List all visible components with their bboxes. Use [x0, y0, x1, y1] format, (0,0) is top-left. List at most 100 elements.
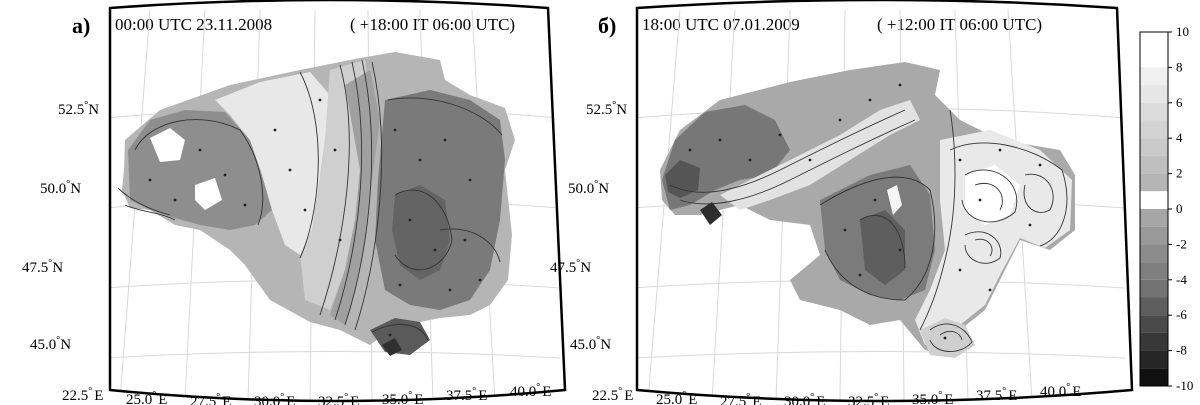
svg-text:25.0°E: 25.0° E — [126, 390, 167, 405]
lat-label-47-5: 47.5 — [22, 260, 48, 276]
svg-text:37.5°E: 37.5° E — [446, 386, 487, 404]
svg-text:45.0°N: 45.0°N — [30, 335, 71, 353]
lat-label-b-52-5: 52.5 — [586, 102, 612, 118]
colorbar-swatch — [1140, 368, 1168, 386]
colorbar-swatch — [1140, 102, 1168, 121]
colorbar-tick-label: 10 — [1176, 24, 1189, 39]
colorbar-tick-label: -4 — [1176, 272, 1187, 287]
lat-label-52-5: 52.5 — [58, 102, 84, 118]
panel-a: а) 00:00 UTC 23.11.2008 ( +18:00 IT 06:0… — [22, 0, 567, 405]
colorbar-swatch — [1140, 262, 1168, 280]
panel-b-field — [660, 62, 1075, 358]
lon-label-b-32-5: 32.5 — [848, 394, 874, 405]
svg-text:52.5°N: 52.5°N — [586, 100, 627, 118]
colorbar-tick-label: 2 — [1176, 166, 1183, 181]
panel-b-forecast-label: ( +12:00 IT 06:00 UTC) — [877, 15, 1042, 34]
lon-label-b-37-5: 37.5 — [976, 388, 1002, 404]
panel-b-west-tip — [700, 202, 722, 225]
svg-text:32.5°E: 32.5° E — [318, 392, 359, 405]
svg-text:40.0°E: 40.0° E — [1040, 382, 1081, 400]
colorbar-swatch — [1140, 350, 1168, 369]
panel-a-central-light — [215, 72, 330, 255]
colorbar-swatch — [1140, 85, 1168, 103]
colorbar-swatch — [1140, 67, 1168, 86]
colorbar-swatch — [1140, 332, 1168, 351]
lon-label-b-30-0: 30.0 — [784, 394, 810, 405]
colorbar-tick-label: 6 — [1176, 95, 1183, 110]
colorbar-tick-label: 0 — [1176, 201, 1183, 216]
panel-a-stations — [148, 98, 482, 337]
colorbar-swatch — [1140, 155, 1168, 174]
colorbar-swatches — [1140, 32, 1168, 386]
panel-b-central-white — [887, 185, 902, 215]
lat-label-b-45-0: 45.0 — [570, 337, 596, 353]
panel-b-lat-labels: 52.5°N 50.0°N 47.5°N 45.0°N — [550, 100, 627, 353]
colorbar-swatch — [1140, 226, 1168, 245]
panel-b-west-darker — [665, 160, 700, 198]
panel-a-east-darker — [392, 185, 450, 280]
colorbar-swatch — [1140, 279, 1168, 298]
colorbar-ticks: 10 8 6 4 2 0 -2 -4 -6 -8 -10 — [1168, 24, 1193, 393]
colorbar-tick-label: -8 — [1176, 343, 1187, 358]
svg-text:22.5°E: 22.5° E — [62, 386, 103, 404]
colorbar-tick-label: 4 — [1176, 130, 1183, 145]
colorbar-tick-label: -6 — [1176, 307, 1187, 322]
lon-label-40-0: 40.0 — [510, 384, 536, 400]
svg-text:22.5°E: 22.5° E — [592, 386, 633, 404]
colorbar-swatch — [1140, 120, 1168, 139]
colorbar-swatch — [1140, 32, 1168, 68]
colorbar-tick-label: -2 — [1176, 236, 1187, 251]
lat-label-45-0: 45.0 — [30, 337, 56, 353]
svg-text:25.0°E: 25.0° E — [656, 390, 697, 405]
panel-a-time-label: 00:00 UTC 23.11.2008 — [115, 15, 272, 34]
panel-a-lon-labels: 22.5° E 25.0° E 27.5° E 30.0° E 32.5° E 35.0°… — [62, 382, 551, 405]
panel-b-map-area — [637, 9, 1126, 401]
svg-text:50.0°N: 50.0°N — [40, 179, 81, 197]
panel-b-stations — [688, 83, 1042, 340]
colorbar-swatch — [1140, 138, 1168, 156]
panel-a-crimea-tip — [382, 338, 402, 356]
panel-a-map-area — [110, 9, 561, 401]
lat-label-b-47-5: 47.5 — [550, 260, 576, 276]
panel-a-west-hole — [150, 128, 185, 162]
panel-a-forecast-label: ( +18:00 IT 06:00 UTC) — [350, 15, 515, 34]
colorbar-swatch — [1140, 315, 1168, 333]
lon-label-b-25-0: 25.0 — [656, 392, 682, 405]
svg-text:32.5°E: 32.5° E — [848, 392, 889, 405]
panel-b-map-frame — [635, 0, 1134, 403]
lon-label-b-27-5: 27.5 — [720, 394, 746, 405]
panel-a-contours — [117, 59, 503, 341]
panel-b-time-label: 18:00 UTC 07.01.2009 — [642, 15, 800, 34]
lon-label-32-5: 32.5 — [318, 394, 344, 405]
lon-label-27-5: 27.5 — [190, 394, 216, 405]
panel-b-north-band — [720, 100, 920, 210]
svg-text:35.0°E: 35.0° E — [912, 390, 953, 405]
panel-b: б) 18:00 UTC 07.01.2009 ( +12:00 IT 06:0… — [550, 0, 1134, 405]
svg-text:27.5°E: 27.5° E — [190, 392, 231, 405]
svg-text:27.5°E: 27.5° E — [720, 392, 761, 405]
lon-label-37-5: 37.5 — [446, 388, 472, 404]
panel-b-east-white — [965, 165, 1020, 225]
lon-label-b-35-0: 35.0 — [912, 392, 938, 405]
lon-label-30-0: 30.0 — [254, 394, 280, 405]
lon-label-35-0: 35.0 — [382, 392, 408, 405]
svg-text:40.0°E: 40.0° E — [510, 382, 551, 400]
lon-label-b-22-5: 22.5 — [592, 388, 618, 404]
colorbar-swatch — [1140, 173, 1168, 192]
colorbar-swatch — [1140, 191, 1168, 209]
svg-text:50.0°N: 50.0°N — [568, 179, 609, 197]
svg-text:47.5°N: 47.5°N — [550, 258, 591, 276]
svg-text:35.0°E: 35.0° E — [382, 390, 423, 405]
svg-text:47.5°N: 47.5°N — [22, 258, 63, 276]
panel-b-central-darker — [860, 210, 905, 285]
panel-a-field — [122, 52, 515, 356]
svg-text:52.5°N: 52.5°N — [58, 100, 99, 118]
panel-b-letter: б) — [598, 13, 616, 38]
colorbar: 10 8 6 4 2 0 -2 -4 -6 -8 -10 — [1139, 24, 1193, 393]
svg-text:37.5°E: 37.5° E — [976, 386, 1017, 404]
svg-text:45.0°N: 45.0°N — [570, 335, 611, 353]
svg-text:30.0°E: 30.0° E — [784, 392, 825, 405]
lon-label-25-0: 25.0 — [126, 392, 152, 405]
panel-a-west-hole2 — [195, 178, 222, 210]
